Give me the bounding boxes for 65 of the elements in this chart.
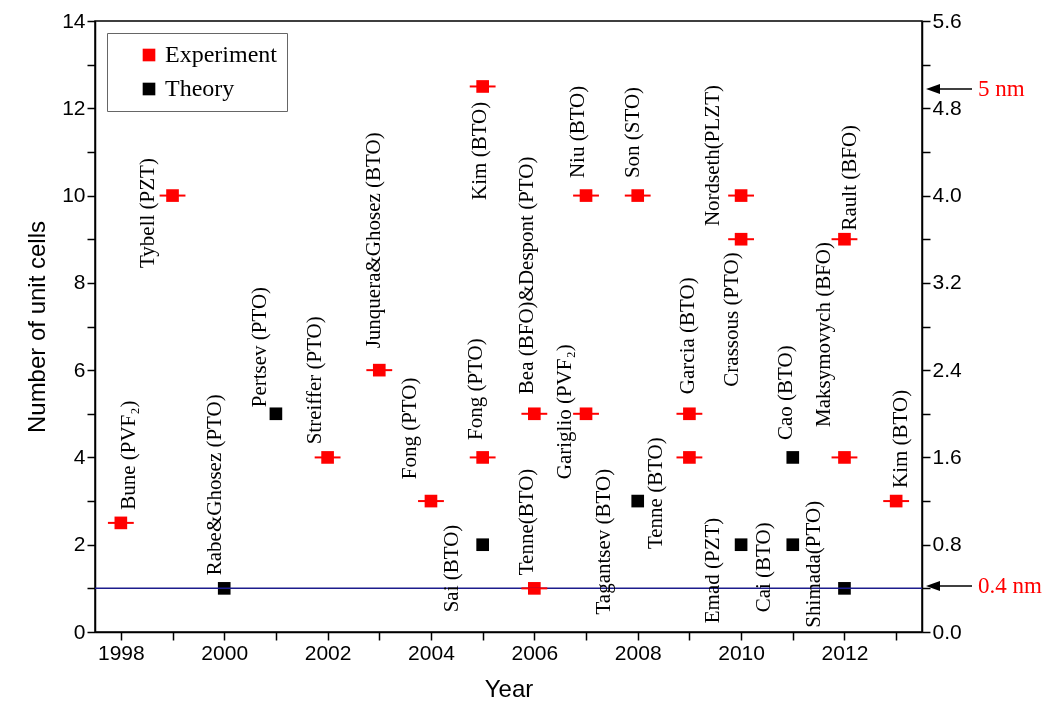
y-tick-label: 10 xyxy=(62,183,86,207)
point xyxy=(476,538,489,552)
annotation: Rabe&Ghosez (PTO) xyxy=(202,394,227,576)
y2-tick-label: 0.8 xyxy=(932,532,962,556)
point xyxy=(786,451,800,464)
point xyxy=(786,538,800,552)
point xyxy=(838,582,851,595)
text: 0.4 nm xyxy=(978,573,1042,598)
x-tick-label: 2002 xyxy=(304,640,352,664)
point xyxy=(269,407,283,421)
x-tick-label: 2008 xyxy=(614,640,662,664)
y-tick-label: 12 xyxy=(62,95,86,119)
point xyxy=(631,494,645,508)
point xyxy=(734,538,748,552)
annotation: Fong (PTO) xyxy=(462,338,487,440)
annotation: Niu (BTO) xyxy=(564,85,589,179)
legend-label: Theory xyxy=(165,75,235,101)
annotation: Junquera&Ghosez (BTO) xyxy=(361,132,386,349)
y-tick-label: 2 xyxy=(73,532,86,556)
annotation: Sai (BTO) xyxy=(438,524,463,613)
annotation: Fong (PTO) xyxy=(397,377,422,480)
x-tick-label: 2006 xyxy=(511,640,559,664)
annotation: Garcia (BTO) xyxy=(674,277,699,395)
y-tick-label: 4 xyxy=(73,444,86,468)
y2-tick-label: 1.6 xyxy=(932,444,962,468)
annotation: Tenne(BTO) xyxy=(513,468,538,576)
x-tick-label: 1998 xyxy=(97,640,145,664)
y2-tick-label: 2.4 xyxy=(932,357,963,381)
annotation: Pertsev (PTO) xyxy=(247,286,272,408)
y-tick-label: 6 xyxy=(73,357,86,381)
annotation: Cao (BTO) xyxy=(772,345,797,440)
annotation: Shimada(PTO) xyxy=(801,500,826,628)
y2-tick-label: 3.2 xyxy=(932,270,962,294)
y2-tick-label: 4.0 xyxy=(932,183,962,207)
annotation: Tenne (BTO) xyxy=(642,437,667,550)
annotation: Crassous (PTO) xyxy=(719,252,744,387)
y2-tick-label: 5.6 xyxy=(932,8,962,32)
annotation: Rault (BFO) xyxy=(836,124,861,231)
annotation: Cai (BTO) xyxy=(751,522,776,613)
annotation: Gariglio (PVF₂) xyxy=(552,344,577,480)
annotation: Kim (BTO) xyxy=(467,101,492,200)
annotation: Maksymovych (BFO) xyxy=(810,241,835,427)
x-tick-label: 2010 xyxy=(718,640,765,664)
text: 5 nm xyxy=(978,76,1025,101)
x-axis-title: Year xyxy=(484,674,534,702)
x-tick-label: 2004 xyxy=(408,640,456,664)
y-tick-label: 14 xyxy=(62,8,86,32)
annotation: Streiffer (PTO) xyxy=(302,316,327,445)
y-tick-label: 0 xyxy=(73,619,86,643)
y2-tick-label: 0.0 xyxy=(932,619,962,643)
annotation: Bune (PVF₂) xyxy=(115,400,140,510)
legend-label: Experiment xyxy=(165,41,278,67)
annotation: Bea (BFO)&Despont (PTO) xyxy=(513,156,538,395)
annotation: Nordseth(PLZT) xyxy=(699,84,724,227)
y2-tick-label: 4.8 xyxy=(932,95,962,119)
annotation: Tagantsev (BTO) xyxy=(590,468,615,615)
point xyxy=(217,582,231,595)
y-tick-label: 8 xyxy=(73,270,86,294)
annotation: Tybell (PZT) xyxy=(135,158,160,269)
y-axis-title: Number of unit cells xyxy=(23,220,51,434)
annotation: Kim (BTO) xyxy=(888,389,913,488)
x-tick-label: 2000 xyxy=(201,640,249,664)
annotation: Emad (PZT) xyxy=(699,517,724,624)
x-tick-label: 2012 xyxy=(821,640,869,664)
annotation: Son (STO) xyxy=(619,86,644,179)
